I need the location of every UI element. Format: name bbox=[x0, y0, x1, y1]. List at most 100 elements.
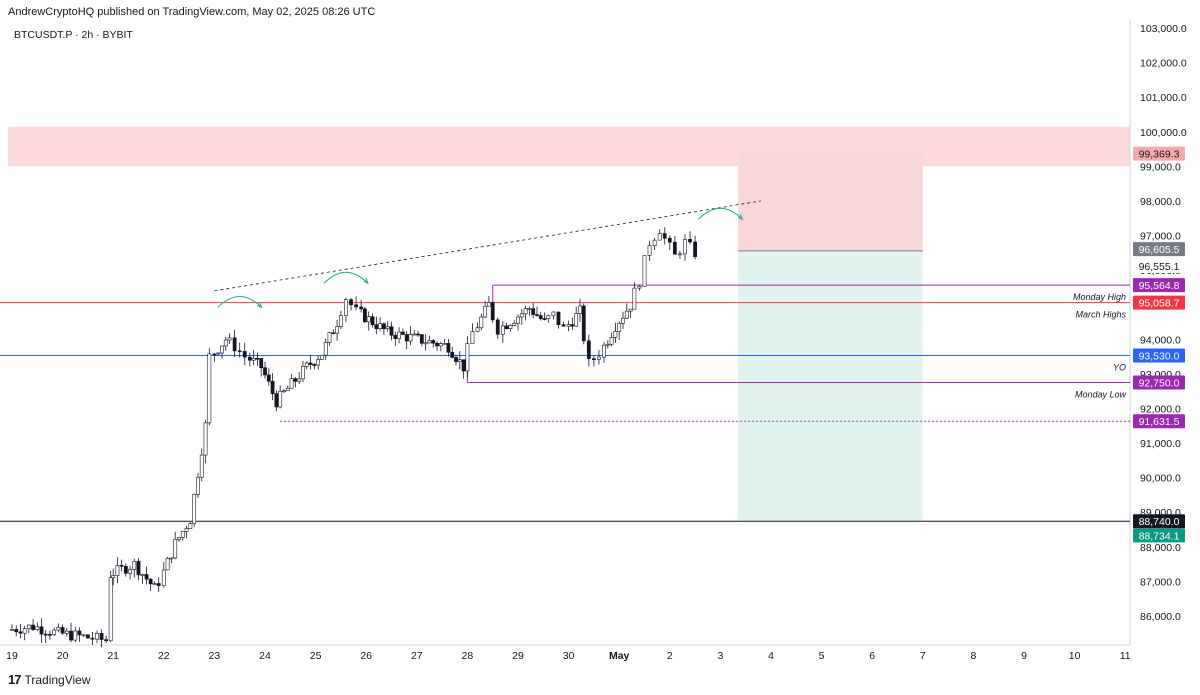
candle bbox=[99, 633, 104, 640]
x-tick-label: 24 bbox=[259, 650, 271, 662]
swing-arrow bbox=[217, 296, 263, 308]
candle bbox=[77, 630, 82, 636]
x-tick-label: May bbox=[609, 650, 630, 662]
x-tick-label: 11 bbox=[1120, 650, 1131, 662]
candle bbox=[581, 305, 586, 342]
candle bbox=[475, 327, 480, 332]
candle bbox=[207, 353, 212, 424]
candle bbox=[52, 629, 57, 636]
candle bbox=[556, 311, 561, 325]
candle bbox=[363, 308, 367, 323]
price-tag-label: 95,564.8 bbox=[1139, 280, 1180, 292]
candle bbox=[688, 239, 692, 243]
candle bbox=[500, 325, 505, 335]
trendline[interactable] bbox=[214, 200, 761, 292]
candle bbox=[26, 624, 31, 629]
price-tag-bg bbox=[1133, 295, 1185, 310]
candle bbox=[108, 577, 113, 642]
y-tick-label: 102,000.0 bbox=[1140, 58, 1187, 70]
candle bbox=[487, 302, 491, 307]
candle bbox=[389, 326, 394, 336]
candle bbox=[144, 574, 149, 580]
y-tick-label: 99,000.0 bbox=[1140, 161, 1181, 173]
tradingview-brand: TradingView bbox=[24, 672, 91, 687]
candle bbox=[237, 350, 242, 353]
candle bbox=[304, 362, 309, 367]
x-tick-label: 23 bbox=[209, 650, 221, 662]
position-target-zone[interactable] bbox=[738, 153, 923, 251]
candle bbox=[43, 633, 48, 636]
candle bbox=[308, 362, 313, 365]
price-tag: 88,734.1 bbox=[1133, 528, 1185, 543]
candle bbox=[18, 631, 23, 634]
candle bbox=[263, 367, 267, 376]
candle bbox=[404, 334, 409, 342]
candle bbox=[523, 308, 528, 315]
price-tag: 96,605.5 bbox=[1133, 242, 1185, 257]
candle bbox=[385, 326, 390, 330]
price-tag-label: 93,530.0 bbox=[1139, 351, 1180, 363]
candle bbox=[223, 339, 228, 347]
y-tick-label: 100,000.0 bbox=[1140, 127, 1187, 139]
candle bbox=[632, 287, 637, 310]
y-tick-label: 98,000.0 bbox=[1140, 196, 1181, 208]
candle bbox=[115, 565, 120, 576]
x-tick-label: 4 bbox=[768, 650, 774, 662]
candle bbox=[602, 344, 606, 358]
x-tick-label: 6 bbox=[869, 650, 875, 662]
candle bbox=[320, 354, 324, 360]
candle bbox=[566, 324, 571, 327]
price-tag-label: 88,740.0 bbox=[1139, 516, 1180, 528]
candle bbox=[81, 634, 86, 637]
candle bbox=[667, 237, 672, 243]
swing-arrow bbox=[698, 207, 743, 220]
price-tag-bg bbox=[1133, 258, 1185, 273]
x-tick-label: 22 bbox=[158, 650, 170, 662]
candle bbox=[519, 313, 524, 318]
candle bbox=[35, 626, 40, 630]
candle bbox=[366, 316, 371, 323]
candle bbox=[542, 318, 547, 320]
candle bbox=[73, 630, 78, 641]
candle bbox=[327, 332, 332, 343]
candle bbox=[527, 308, 532, 310]
candle bbox=[173, 539, 178, 559]
candle bbox=[177, 537, 181, 540]
candle bbox=[470, 331, 475, 344]
supply-zone bbox=[8, 126, 1130, 167]
x-tick-label: 30 bbox=[563, 650, 575, 662]
price-tag: 93,530.0 bbox=[1133, 348, 1185, 363]
candle bbox=[551, 311, 556, 317]
price-tag-bg bbox=[1133, 375, 1185, 390]
candle bbox=[128, 568, 132, 574]
candle bbox=[628, 308, 633, 312]
price-tag-label: 99,369.3 bbox=[1139, 149, 1180, 161]
candle bbox=[637, 286, 642, 289]
candle bbox=[14, 629, 19, 633]
position-stop-zone[interactable] bbox=[738, 250, 923, 522]
x-tick-label: 25 bbox=[310, 650, 322, 662]
candle bbox=[397, 331, 401, 339]
candle bbox=[270, 380, 275, 394]
candle bbox=[301, 366, 305, 380]
price-tag: 95,058.7 bbox=[1133, 295, 1185, 310]
x-tick-label: 3 bbox=[717, 650, 723, 662]
price-tag: 95,564.8 bbox=[1133, 278, 1185, 293]
price-tag-label: 91,631.5 bbox=[1139, 416, 1180, 428]
y-tick-label: 91,000.0 bbox=[1140, 438, 1181, 450]
candle bbox=[242, 351, 247, 358]
candle bbox=[169, 557, 174, 560]
price-tag-bg bbox=[1133, 146, 1185, 161]
candle bbox=[161, 569, 166, 586]
candle bbox=[370, 316, 375, 326]
candle bbox=[490, 302, 495, 321]
price-tag-label: 96,555.1 bbox=[1139, 261, 1180, 273]
candle bbox=[323, 342, 328, 356]
x-tick-label: 26 bbox=[360, 650, 372, 662]
candle bbox=[419, 334, 424, 344]
y-tick-label: 101,000.0 bbox=[1140, 92, 1187, 104]
candle bbox=[312, 364, 317, 366]
candle bbox=[86, 634, 90, 639]
swing-arrow-head bbox=[738, 214, 744, 221]
